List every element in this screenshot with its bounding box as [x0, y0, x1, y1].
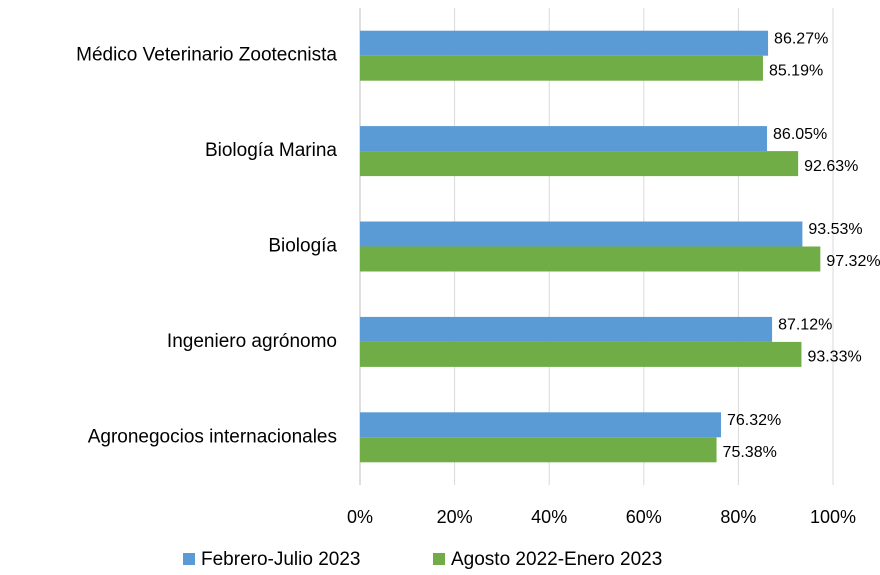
bar — [360, 246, 821, 272]
category-label: Médico Veterinario Zootecnista — [76, 45, 337, 66]
bar — [360, 151, 799, 177]
value-label: 92.63% — [804, 158, 858, 175]
value-label: 86.27% — [774, 30, 828, 47]
bar — [360, 126, 768, 152]
legend-label: Agosto 2022-Enero 2023 — [451, 549, 662, 570]
value-label: 85.19% — [769, 62, 823, 79]
bar — [360, 221, 803, 247]
bar — [360, 30, 769, 56]
category-label: Biología — [268, 236, 337, 257]
value-label: 87.12% — [778, 317, 832, 334]
legend-swatch — [433, 553, 445, 565]
value-label: 75.38% — [723, 444, 777, 461]
legend-swatch — [183, 553, 195, 565]
bar — [360, 412, 721, 438]
legend-label: Febrero-Julio 2023 — [201, 549, 360, 570]
category-label: Biología Marina — [205, 140, 337, 161]
bar — [360, 316, 773, 342]
value-label: 97.32% — [826, 253, 880, 270]
x-tick-label: 40% — [531, 507, 567, 527]
value-label: 93.33% — [807, 349, 861, 366]
bar — [360, 437, 717, 463]
bar — [360, 341, 802, 367]
x-tick-label: 60% — [626, 507, 662, 527]
value-label: 93.53% — [808, 221, 862, 238]
bar — [360, 55, 763, 81]
x-tick-label: 20% — [437, 507, 473, 527]
x-tick-label: 80% — [720, 507, 756, 527]
x-tick-label: 0% — [347, 507, 373, 527]
category-label: Agronegocios internacionales — [88, 426, 337, 447]
value-label: 86.05% — [773, 126, 827, 143]
x-tick-label: 100% — [810, 507, 856, 527]
value-label: 76.32% — [727, 412, 781, 429]
category-label: Ingeniero agrónomo — [167, 331, 337, 352]
